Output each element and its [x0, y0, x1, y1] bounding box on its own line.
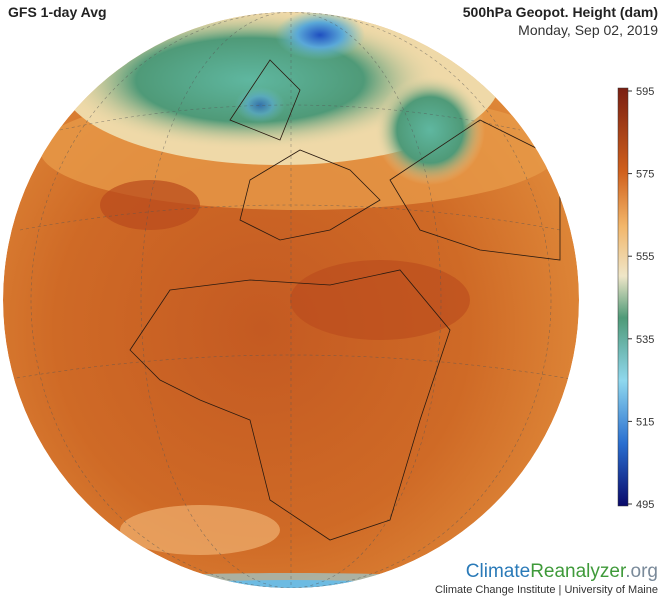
- colorbar-tick-label: 575: [636, 169, 654, 181]
- variable-label: 500hPa Geopot. Height (dam): [463, 4, 658, 20]
- date-label: Monday, Sep 02, 2019: [518, 22, 658, 38]
- colorbar-tick-label: 595: [636, 86, 654, 98]
- colorbar-tick-label: 535: [636, 334, 654, 346]
- map-title: GFS 1-day Avg: [8, 4, 107, 20]
- logo-part: Reanalyzer: [530, 561, 627, 582]
- logo: ClimateReanalyzer.org: [466, 561, 658, 582]
- colorbar: [617, 87, 629, 507]
- credit: Climate Change Institute | University of…: [435, 584, 658, 596]
- logo-part: .org: [625, 561, 658, 582]
- logo-part: Climate: [466, 561, 530, 582]
- colorbar-tick-label: 555: [636, 251, 654, 263]
- colorbar-tick-label: 495: [636, 499, 654, 511]
- globe: [3, 12, 579, 588]
- colorbar-ticks: 595 575 555 535 515 495: [628, 86, 654, 511]
- colorbar-tick-label: 515: [636, 416, 654, 428]
